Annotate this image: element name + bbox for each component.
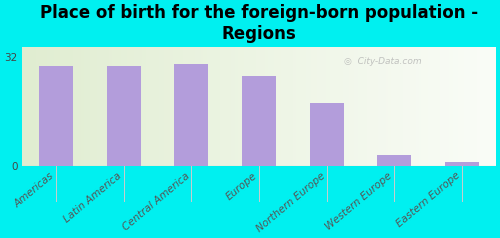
Title: Place of birth for the foreign-born population -
Regions: Place of birth for the foreign-born popu… bbox=[40, 4, 478, 43]
Bar bbox=[107, 66, 140, 166]
Text: ◎  City-Data.com: ◎ City-Data.com bbox=[344, 57, 422, 66]
Bar bbox=[39, 66, 73, 166]
Bar bbox=[310, 103, 344, 166]
Bar bbox=[174, 64, 208, 166]
Bar bbox=[445, 162, 479, 166]
Bar bbox=[242, 76, 276, 166]
Bar bbox=[378, 155, 412, 166]
